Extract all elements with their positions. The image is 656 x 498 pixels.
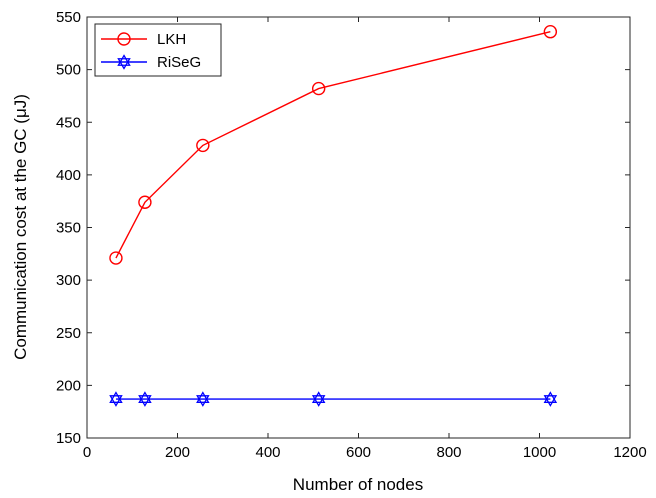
- legend-label: RiSeG: [157, 54, 201, 71]
- legend-item-riseg: RiSeG: [101, 54, 201, 71]
- x-tick-label: 800: [436, 444, 461, 461]
- y-tick-label: 200: [56, 377, 81, 394]
- legend-marker: [117, 54, 131, 70]
- data-point-riseg: [196, 391, 210, 407]
- series-line-lkh: [115, 31, 551, 259]
- legend-label: LKH: [157, 31, 186, 48]
- x-tick-label: 200: [165, 444, 190, 461]
- y-tick-label: 150: [56, 430, 81, 447]
- x-tick-label: 600: [346, 444, 371, 461]
- data-point-lkh: [109, 251, 123, 265]
- y-axis-title: Communication cost at the GC (μJ): [11, 94, 30, 360]
- y-tick-label: 250: [56, 325, 81, 342]
- data-point-lkh: [138, 195, 152, 209]
- x-tick-label: 0: [83, 444, 91, 461]
- series-layer: [109, 25, 558, 407]
- legend-box: [94, 23, 222, 77]
- data-point-riseg: [311, 391, 326, 407]
- data-point-riseg-tri-up: [311, 391, 326, 403]
- data-point-riseg-tri-down: [109, 395, 123, 407]
- x-tick-label: 1200: [613, 444, 646, 461]
- data-point-riseg-tri-down: [196, 395, 210, 407]
- plot-area: [87, 17, 630, 438]
- data-point-riseg-tri-down: [543, 395, 558, 407]
- y-tick-label: 450: [56, 114, 81, 131]
- series-lkh: [109, 25, 558, 265]
- data-point-riseg: [109, 391, 123, 407]
- y-tick-label: 300: [56, 272, 81, 289]
- legend-marker-tri-down: [117, 58, 131, 70]
- y-tick-label: 400: [56, 167, 81, 184]
- series-riseg: [109, 391, 558, 407]
- data-point-riseg-tri-up: [138, 391, 152, 403]
- y-tick-label: 350: [56, 220, 81, 237]
- y-tick-label: 500: [56, 62, 81, 79]
- legend-marker: [117, 32, 131, 46]
- data-point-riseg-tri-down: [138, 395, 152, 407]
- x-tick-label: 400: [255, 444, 280, 461]
- x-tick-label: 1000: [523, 444, 556, 461]
- data-point-riseg: [138, 391, 152, 407]
- x-axis-title: Number of nodes: [293, 475, 423, 494]
- data-point-lkh: [543, 25, 558, 39]
- data-point-riseg-tri-up: [109, 391, 123, 403]
- data-point-riseg-tri-down: [311, 395, 326, 407]
- data-point-lkh: [311, 81, 326, 96]
- data-point-riseg-tri-up: [196, 391, 210, 403]
- data-point-riseg-tri-up: [543, 391, 558, 403]
- legend-item-lkh: LKH: [101, 31, 186, 48]
- legend: LKH RiSeG: [94, 23, 222, 77]
- data-point-lkh: [196, 138, 210, 153]
- x-axis: 0 200 400 600 800 1000 1200: [83, 17, 647, 461]
- y-axis: 150 200 250 300 350 400 450 500 550: [56, 9, 630, 447]
- data-point-riseg: [543, 391, 558, 407]
- y-tick-label: 550: [56, 9, 81, 26]
- legend-marker-tri-up: [117, 54, 131, 66]
